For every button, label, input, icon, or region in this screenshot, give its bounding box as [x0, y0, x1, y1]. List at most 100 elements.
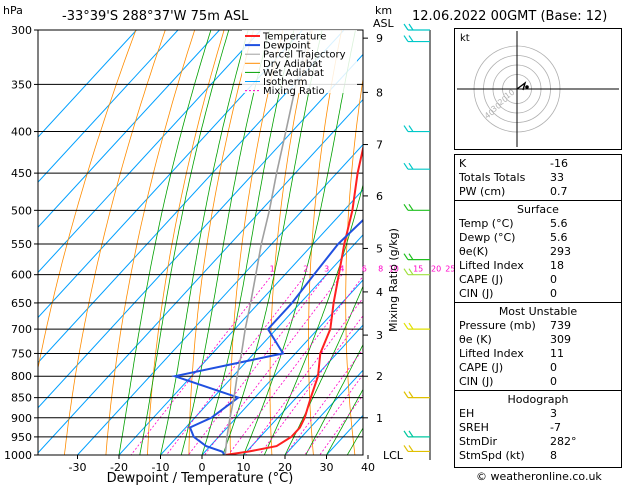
- barb-flag: [403, 391, 409, 398]
- stmdir-label: StmDir: [459, 435, 498, 448]
- temp-tick-label: -30: [69, 461, 87, 474]
- pressure-tick-label: 450: [11, 167, 32, 180]
- mixing-ratio-label: 20: [431, 265, 441, 274]
- pressure-tick-label: 400: [11, 126, 32, 139]
- wet-adiabat-line: [305, 343, 363, 455]
- km-tick-label: 3: [376, 329, 383, 342]
- wind-barb: [403, 268, 430, 276]
- series-line: [171, 218, 363, 455]
- temp-tick-label: 10: [237, 461, 251, 474]
- barb-flag: [408, 23, 414, 31]
- surface-dewp-label: Dewp (°C): [459, 231, 516, 244]
- wind-barb: [403, 253, 430, 261]
- wind-barb: [403, 35, 430, 43]
- mixing-ratio-label: 8: [378, 265, 383, 274]
- barb-flag: [408, 162, 414, 170]
- stmspd-label: StmSpd (kt): [459, 449, 525, 462]
- pressure-tick-label: 300: [11, 24, 32, 37]
- wind-barb: [403, 322, 430, 330]
- km-label: km: [375, 4, 392, 17]
- barb-flag: [408, 322, 414, 330]
- isotherm-line: [38, 53, 363, 409]
- mixing-ratio-label: 6: [362, 265, 367, 274]
- hodograph-stats-title: Hodograph: [507, 393, 569, 406]
- pw-label: PW (cm): [459, 185, 506, 198]
- barb-flag: [403, 125, 409, 132]
- asl-label: ASL: [373, 17, 395, 30]
- surface-cin-value: 0: [550, 287, 557, 300]
- barb-flag: [408, 35, 414, 42]
- mu-cape-label: CAPE (J): [459, 361, 504, 374]
- pressure-tick-label: 750: [11, 347, 32, 360]
- isotherm-line: [38, 30, 179, 183]
- isotherm-line: [201, 279, 363, 455]
- mixing-ratio-line: [319, 394, 363, 455]
- isotherm-line: [160, 234, 363, 455]
- totals-totals-label: Totals Totals: [459, 171, 526, 184]
- wet-adiabat-line: [139, 30, 230, 455]
- hpa-label: hPa: [3, 4, 23, 17]
- isotherm-line: [38, 30, 345, 364]
- barb-flag: [408, 253, 414, 260]
- series-line: [224, 30, 312, 455]
- separator: [455, 200, 621, 201]
- km-tick-label: 2: [376, 370, 383, 383]
- km-tick-label: 1: [376, 412, 383, 425]
- k-index-label: K: [459, 157, 467, 170]
- barb-flag: [403, 322, 409, 330]
- surface-li-label: Lifted Index: [459, 259, 524, 272]
- isotherm-line: [243, 324, 363, 455]
- barb-flag: [403, 253, 409, 260]
- mu-li-value: 11: [550, 347, 564, 360]
- surface-title: Surface: [517, 203, 559, 216]
- mu-cin-label: CIN (J): [459, 375, 494, 388]
- series-line: [225, 144, 363, 455]
- eh-value: 3: [550, 407, 557, 420]
- pressure-tick-label: 1000: [4, 449, 32, 462]
- wind-barb: [403, 430, 430, 438]
- totals-totals-value: 33: [550, 171, 564, 184]
- isotherm-line: [38, 30, 137, 138]
- pressure-tick-label: 550: [11, 238, 32, 251]
- wind-barb: [403, 125, 430, 133]
- sreh-label: SREH: [459, 421, 489, 434]
- pressure-tick-label: 650: [11, 297, 32, 310]
- location-title: -33°39'S 288°37'W 75m ASL: [62, 9, 249, 24]
- temp-tick-label: 0: [199, 461, 206, 474]
- barb-flag: [408, 203, 414, 211]
- km-tick-label: 6: [376, 190, 383, 203]
- surface-li-value: 18: [550, 259, 564, 272]
- dry-adiabat-line: [417, 30, 438, 455]
- mu-li-label: Lifted Index: [459, 347, 524, 360]
- barb-flag: [403, 23, 409, 31]
- legend-label: Temperature: [262, 32, 326, 43]
- temp-tick-label: -20: [110, 461, 128, 474]
- mixing-ratio-line: [259, 315, 363, 455]
- surface-temp-value: 5.6: [550, 217, 568, 230]
- isotherm-line: [38, 30, 303, 319]
- mixing-ratio-label: 15: [413, 265, 423, 274]
- axis-labels: 3003504004505005506006507007508008509009…: [4, 24, 455, 474]
- surface-temp-label: Temp (°C): [459, 217, 514, 230]
- pressure-tick-label: 700: [11, 323, 32, 336]
- surface-thetae-value: 293: [550, 245, 571, 258]
- k-index-value: -16: [550, 157, 568, 170]
- surface-cape-label: CAPE (J): [459, 273, 504, 286]
- legend-label: Parcel Trajectory: [263, 50, 346, 61]
- temp-tick-label: 20: [278, 461, 292, 474]
- wet-adiabat-line: [180, 30, 270, 455]
- legend-label: Dewpoint: [263, 41, 311, 52]
- pressure-tick-label: 800: [11, 370, 32, 383]
- mixing-ratio-line: [227, 275, 363, 455]
- mixing-ratio-label: 1: [270, 265, 275, 274]
- legend-box: [242, 30, 357, 93]
- barb-flag: [403, 203, 409, 211]
- surface-dewp-value: 5.6: [550, 231, 568, 244]
- mixing-ratio-line: [204, 274, 343, 455]
- most-unstable-title: Most Unstable: [498, 305, 578, 318]
- hodograph-trace: [516, 81, 527, 91]
- wind-barb: [403, 203, 430, 211]
- wind-barbs: [403, 23, 431, 460]
- mixing-ratio-label: 3: [324, 265, 329, 274]
